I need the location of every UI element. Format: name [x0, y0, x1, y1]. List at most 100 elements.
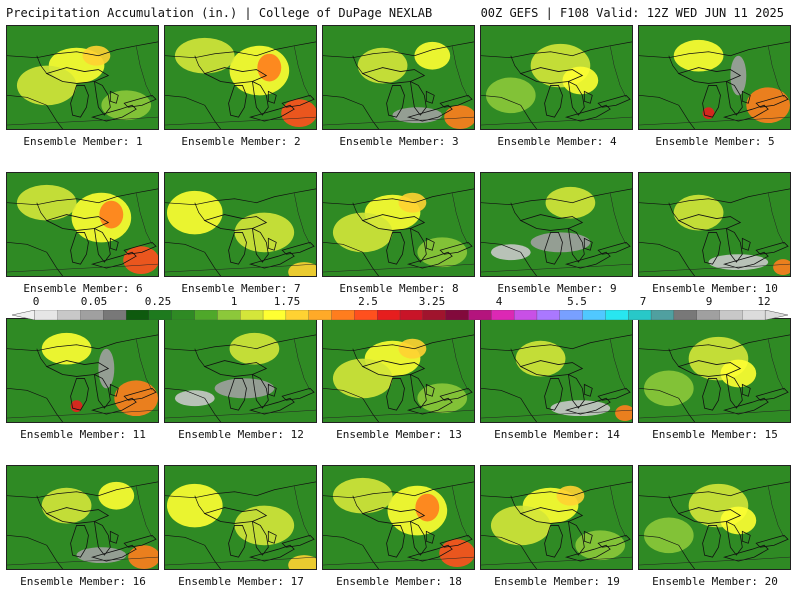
ensemble-map-panel	[480, 172, 633, 277]
ensemble-map-panel	[322, 318, 475, 423]
precip-region	[773, 259, 790, 276]
border-outline	[639, 334, 790, 422]
ensemble-map-panel	[322, 172, 475, 277]
colorbar-swatch	[377, 310, 401, 320]
colorbar-tick-label: 12	[757, 295, 771, 308]
ensemble-member-label: Ensemble Member: 3	[339, 135, 459, 148]
great-lakes-outline	[45, 360, 157, 415]
ensemble-map-panel	[6, 172, 159, 277]
ensemble-member-label: Ensemble Member: 16	[20, 575, 146, 588]
precipitation-field-map	[481, 26, 632, 129]
colorbar-swatch	[148, 310, 173, 320]
great-lakes-outline	[519, 67, 631, 122]
colorbar-swatch	[240, 310, 264, 320]
border-outline	[481, 481, 632, 569]
precip-region	[16, 65, 77, 106]
border-outline	[481, 334, 632, 422]
state-lines	[639, 485, 790, 566]
great-lakes-outline	[677, 67, 789, 122]
precip-region	[615, 405, 632, 422]
state-lines	[639, 192, 790, 273]
colorbar-tick-label: 1	[230, 295, 238, 308]
precip-region	[98, 481, 135, 510]
precip-region	[398, 338, 427, 359]
border-outline	[165, 188, 316, 276]
precipitation-field-map	[165, 173, 316, 276]
precipitation-field-map	[639, 319, 790, 422]
state-lines	[165, 485, 316, 566]
precip-region	[114, 380, 158, 417]
precip-region	[332, 358, 393, 399]
ensemble-map-panel	[164, 172, 317, 277]
state-lines	[481, 485, 632, 566]
colorbar-swatch	[628, 310, 652, 320]
border-outline	[323, 188, 474, 276]
precipitation-field-map	[165, 26, 316, 129]
great-lakes-outline	[361, 214, 473, 269]
colorbar-swatch	[468, 310, 492, 320]
precip-region	[702, 107, 715, 120]
colorbar-swatch	[491, 310, 515, 320]
ensemble-map-panel	[480, 25, 633, 130]
colorbar-swatch	[57, 310, 82, 320]
colorbar-swatch	[331, 310, 356, 320]
colorbar-tick-label: 5.5	[567, 295, 587, 308]
state-lines	[7, 485, 158, 566]
border-outline	[7, 188, 158, 276]
ensemble-map-panel	[638, 318, 791, 423]
precipitation-field-map	[7, 319, 158, 422]
border-outline	[639, 188, 790, 276]
precip-region	[720, 506, 757, 535]
colorbar-swatch	[513, 310, 538, 320]
precip-region	[439, 539, 474, 568]
ensemble-member-label: Ensemble Member: 5	[655, 135, 775, 148]
colorbar-swatch	[354, 310, 378, 320]
precip-region	[730, 55, 747, 96]
colorbar-max-arrow	[764, 310, 788, 320]
precipitation-field-map	[639, 26, 790, 129]
precip-region	[281, 99, 316, 128]
precipitation-field-map	[323, 26, 474, 129]
ensemble-member-label: Ensemble Member: 2	[181, 135, 301, 148]
colorbar-swatch	[285, 310, 310, 320]
precipitation-field-map	[165, 466, 316, 569]
precip-region	[128, 545, 158, 569]
ensemble-map-panel	[480, 465, 633, 570]
precipitation-field-map	[323, 319, 474, 422]
ensemble-map-panel	[6, 465, 159, 570]
precip-region	[166, 190, 223, 235]
precip-region	[530, 232, 591, 253]
border-outline	[639, 41, 790, 129]
border-outline	[7, 481, 158, 569]
precip-region	[234, 505, 295, 546]
precipitation-field-map	[481, 466, 632, 569]
ensemble-map-panel	[6, 25, 159, 130]
ensemble-map-panel	[480, 318, 633, 423]
colorbar-swatch	[605, 310, 629, 320]
precip-region	[720, 359, 757, 388]
state-lines	[323, 338, 474, 419]
colorbar-swatch	[308, 310, 333, 320]
precipitation-field-map	[323, 466, 474, 569]
ensemble-map-panel	[638, 465, 791, 570]
ensemble-map-panel	[322, 25, 475, 130]
colorbar-swatch	[536, 310, 561, 320]
ensemble-member-label: Ensemble Member: 9	[497, 282, 617, 295]
colorbar-swatch	[719, 310, 744, 320]
precipitation-field-map	[639, 466, 790, 569]
colorbar-tick-label: 7	[639, 295, 647, 308]
colorbar-swatch	[742, 310, 766, 320]
border-outline	[323, 334, 474, 422]
precip-region	[444, 105, 474, 129]
ensemble-member-label: Ensemble Member: 1	[23, 135, 143, 148]
ensemble-member-label: Ensemble Member: 6	[23, 282, 143, 295]
state-lines	[323, 45, 474, 126]
great-lakes-outline	[677, 360, 789, 415]
ensemble-member-label: Ensemble Member: 19	[494, 575, 620, 588]
colorbar-swatch	[696, 310, 721, 320]
border-outline	[7, 334, 158, 422]
ensemble-map-panel	[638, 172, 791, 277]
ensemble-map-panel	[6, 318, 159, 423]
ensemble-map-panel	[164, 25, 317, 130]
precipitation-field-map	[481, 319, 632, 422]
